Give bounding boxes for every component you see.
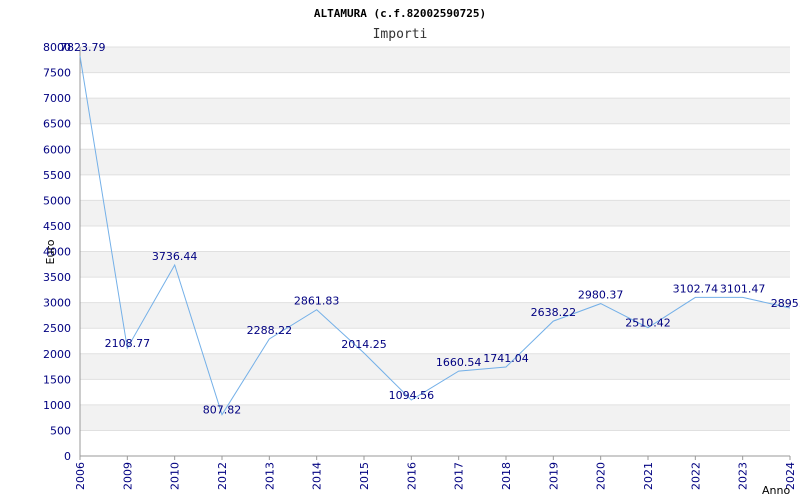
y-tick-label: 0	[64, 450, 71, 463]
grid-band	[80, 200, 790, 226]
data-label: 1741.04	[483, 352, 529, 365]
data-label: 2895.4	[771, 297, 800, 310]
chart-subtitle: Importi	[373, 27, 428, 42]
data-label: 2638.22	[531, 306, 577, 319]
y-tick-label: 1500	[43, 373, 71, 386]
x-tick-label: 2020	[595, 462, 608, 490]
data-label: 3736.44	[152, 250, 198, 263]
x-tick-label: 2018	[500, 462, 513, 490]
data-label: 2861.83	[294, 295, 340, 308]
data-label: 2980.37	[578, 289, 624, 302]
y-tick-label: 5000	[43, 194, 71, 207]
grid-band	[80, 149, 790, 175]
grid-bands	[80, 47, 790, 431]
x-tick-label: 2014	[311, 462, 324, 490]
grid-band	[80, 404, 790, 431]
grid-band	[80, 47, 790, 73]
grid-band	[80, 353, 790, 380]
y-tick-label: 2500	[43, 322, 71, 335]
chart-title: ALTAMURA (c.f.82002590725)	[314, 7, 486, 20]
y-tick-label: 7000	[43, 92, 71, 105]
y-tick-label: 3000	[43, 297, 71, 310]
x-tick-label: 2010	[169, 462, 182, 490]
x-axis-label: Anno	[762, 484, 790, 497]
data-label: 1094.56	[389, 389, 435, 402]
x-axis-ticks: 2006 2009 2010 2012 2013 2014 2015 2016 2017 2018…	[74, 456, 797, 490]
y-tick-label: 7500	[43, 67, 71, 80]
x-tick-label: 2015	[358, 462, 371, 490]
y-tick-label: 1000	[43, 399, 71, 412]
y-tick-label: 6500	[43, 118, 71, 131]
x-tick-label: 2019	[547, 462, 560, 490]
y-tick-label: 6000	[43, 143, 71, 156]
data-labels: 7823.79 2108.77 3736.44 807.82 2288.22 2861.8…	[60, 41, 800, 417]
data-label: 1660.54	[436, 356, 482, 369]
grid-band	[80, 98, 790, 124]
x-tick-label: 2024	[784, 462, 797, 490]
y-tick-label: 3500	[43, 271, 71, 284]
y-tick-label: 2000	[43, 348, 71, 361]
x-tick-label: 2009	[121, 462, 134, 490]
data-label: 2108.77	[105, 337, 151, 350]
x-tick-label: 2013	[263, 462, 276, 490]
y-axis-ticks: 0 500 1000 1500 2000 2500 3000 3500 4000 4500 5000…	[43, 41, 71, 463]
x-tick-label: 2021	[642, 462, 655, 490]
data-label: 2288.22	[247, 324, 293, 337]
x-tick-label: 2012	[216, 462, 229, 490]
x-tick-label: 2017	[453, 462, 466, 490]
data-label: 3102.74	[673, 282, 719, 295]
grid-lines	[80, 46, 790, 457]
y-tick-label: 8000	[43, 41, 71, 54]
y-tick-label: 4500	[43, 220, 71, 233]
x-tick-label: 2023	[737, 462, 750, 490]
y-axis-label: Euro	[44, 239, 57, 264]
x-tick-label: 2022	[689, 462, 702, 490]
grid-band	[80, 302, 790, 329]
x-tick-label: 2006	[74, 462, 87, 490]
y-tick-label: 500	[50, 424, 71, 437]
data-label: 2014.25	[341, 338, 387, 351]
data-label: 7823.79	[60, 41, 106, 54]
x-tick-label: 2016	[405, 462, 418, 490]
y-tick-label: 5500	[43, 169, 71, 182]
series-line	[79, 55, 791, 416]
data-label: 3101.47	[720, 282, 766, 295]
y-tick-label: 4000	[43, 246, 71, 259]
grid-band	[80, 251, 790, 278]
data-label: 807.82	[203, 404, 242, 417]
data-label: 2510.42	[625, 317, 671, 330]
